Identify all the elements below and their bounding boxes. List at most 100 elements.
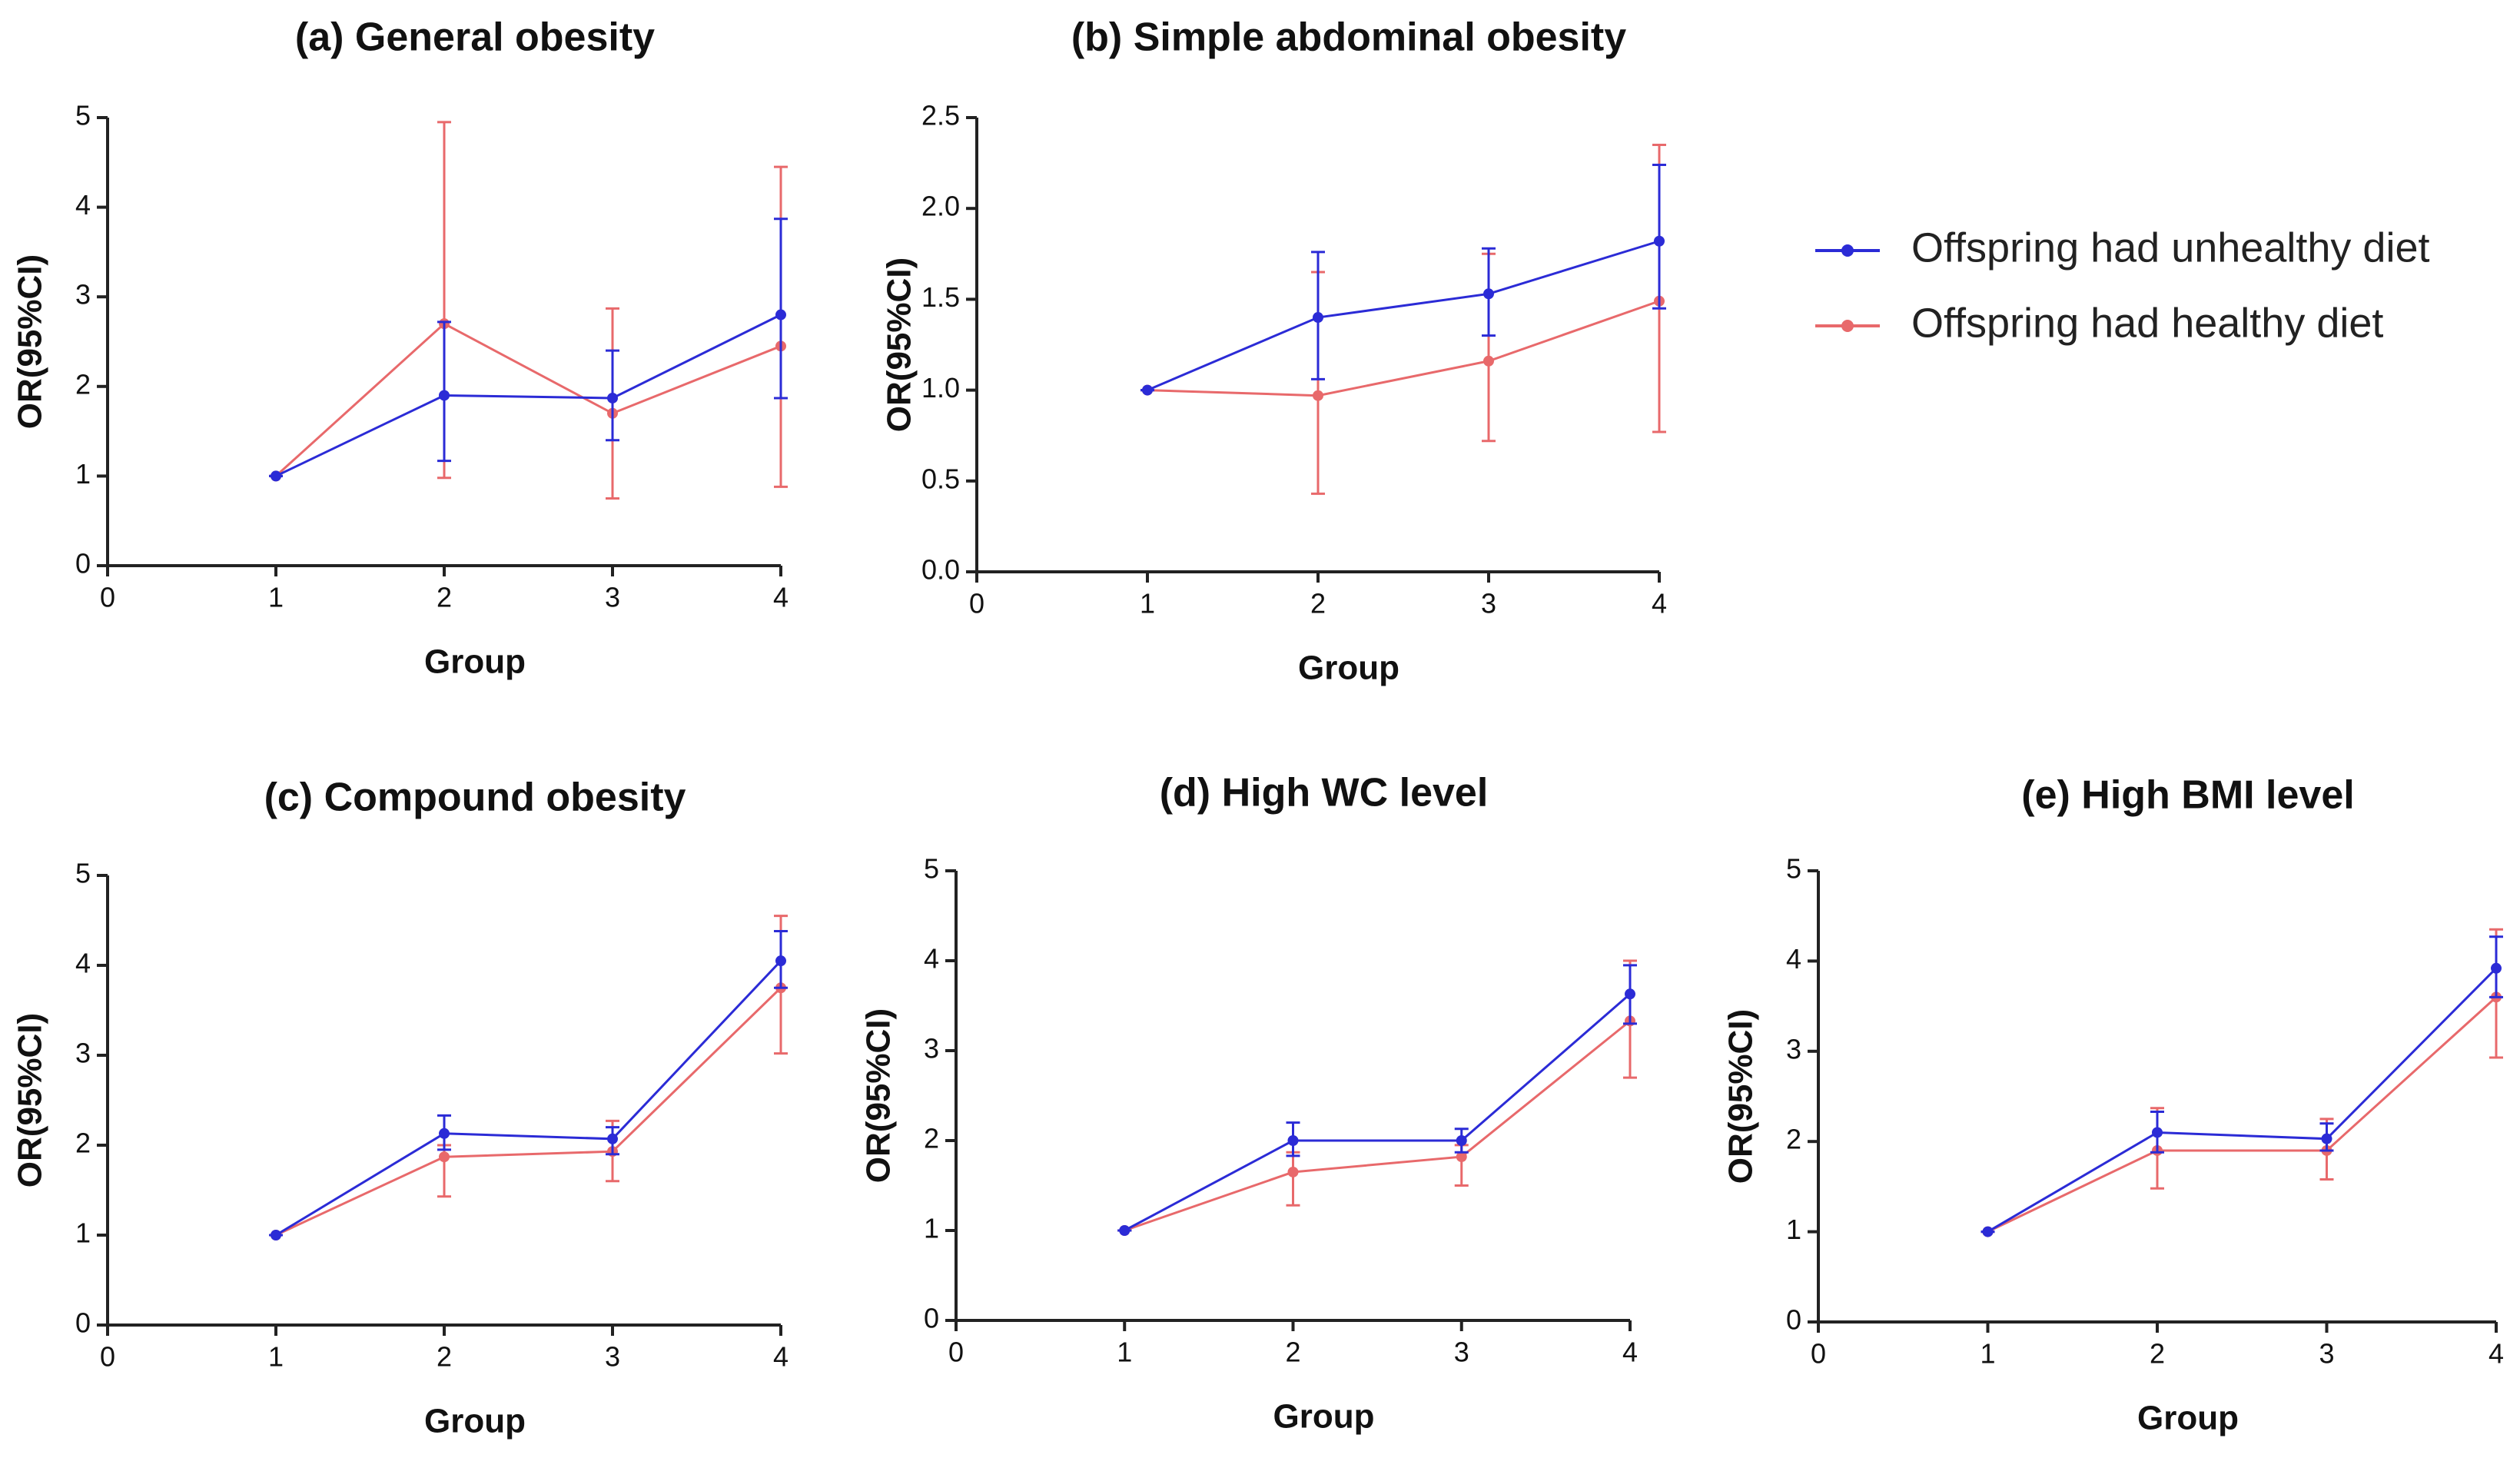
y-tick-label: 3 bbox=[1786, 1033, 1801, 1064]
y-tick-label: 3 bbox=[75, 1038, 91, 1069]
point bbox=[2152, 1127, 2163, 1138]
y-axis-label: OR(95%CI) bbox=[860, 1008, 898, 1183]
x-tick-label: 4 bbox=[1652, 588, 1667, 619]
y-tick-label: 0.0 bbox=[921, 554, 960, 586]
y-tick-label: 5 bbox=[1786, 853, 1801, 885]
y-tick-label: 0.5 bbox=[921, 463, 960, 494]
y-axis-label: OR(95%CI) bbox=[881, 257, 918, 432]
y-tick-label: 0 bbox=[1786, 1304, 1801, 1336]
x-tick-label: 4 bbox=[1622, 1337, 1638, 1368]
x-tick-label: 2 bbox=[437, 1341, 452, 1373]
point bbox=[607, 1133, 618, 1144]
x-axis-label: Group bbox=[1273, 1398, 1375, 1436]
y-tick-label: 5 bbox=[75, 858, 91, 889]
x-tick-label: 3 bbox=[605, 582, 620, 613]
point bbox=[271, 1230, 281, 1240]
x-axis-label: Group bbox=[2137, 1400, 2239, 1437]
x-tick-label: 0 bbox=[948, 1337, 964, 1368]
x-tick-label: 4 bbox=[773, 1341, 789, 1373]
y-tick-label: 2 bbox=[75, 368, 91, 400]
series-line bbox=[275, 960, 782, 1237]
point bbox=[1982, 1226, 1994, 1237]
x-tick-label: 4 bbox=[773, 582, 789, 613]
y-tick-label: 4 bbox=[924, 943, 939, 975]
y-tick-label: 2 bbox=[75, 1128, 91, 1159]
series-line bbox=[275, 987, 782, 1237]
y-tick-label: 0 bbox=[924, 1303, 939, 1334]
point bbox=[1625, 988, 1635, 1000]
x-tick-label: 0 bbox=[100, 1341, 115, 1373]
series-line bbox=[1124, 1020, 1631, 1232]
legend-label: Offspring had unhealthy diet bbox=[1911, 224, 2429, 271]
point bbox=[607, 392, 618, 404]
chart-title: (b) Simple abdominal obesity bbox=[1071, 15, 1626, 60]
x-tick-label: 3 bbox=[2319, 1338, 2334, 1370]
point bbox=[2491, 962, 2502, 974]
x-tick-label: 1 bbox=[1117, 1337, 1132, 1368]
x-tick-label: 3 bbox=[1454, 1337, 1469, 1368]
x-tick-label: 2 bbox=[2150, 1338, 2165, 1370]
point bbox=[1142, 384, 1153, 396]
point bbox=[439, 390, 450, 401]
y-tick-label: 2.0 bbox=[921, 191, 960, 222]
x-axis-label: Group bbox=[424, 1403, 526, 1440]
y-tick-label: 1.0 bbox=[921, 372, 960, 404]
point bbox=[1313, 390, 1323, 401]
y-tick-label: 1 bbox=[75, 1217, 91, 1249]
y-tick-label: 1 bbox=[75, 458, 91, 490]
y-tick-label: 1 bbox=[1786, 1214, 1801, 1245]
y-tick-label: 4 bbox=[75, 948, 91, 979]
point bbox=[1119, 1225, 1131, 1236]
x-tick-label: 0 bbox=[100, 582, 115, 613]
y-tick-label: 1 bbox=[924, 1213, 939, 1244]
legend-label: Offspring had healthy diet bbox=[1911, 300, 2383, 346]
y-tick-label: 2 bbox=[1786, 1124, 1801, 1155]
y-tick-label: 5 bbox=[924, 853, 939, 885]
series-line bbox=[1147, 240, 1660, 391]
point bbox=[1287, 1135, 1299, 1146]
point bbox=[1483, 288, 1494, 300]
y-tick-label: 3 bbox=[924, 1033, 939, 1064]
point bbox=[1654, 235, 1665, 247]
x-tick-label: 0 bbox=[1811, 1338, 1826, 1370]
y-tick-label: 5 bbox=[75, 100, 91, 131]
legend-marker bbox=[1841, 320, 1854, 332]
x-tick-label: 1 bbox=[268, 582, 284, 613]
point bbox=[439, 1128, 450, 1139]
x-tick-label: 2 bbox=[1285, 1337, 1300, 1368]
x-tick-label: 3 bbox=[605, 1341, 620, 1373]
chart-title: (a) General obesity bbox=[295, 15, 655, 60]
series-line bbox=[1987, 996, 2498, 1233]
x-tick-label: 2 bbox=[437, 582, 452, 613]
legend-marker bbox=[1841, 244, 1854, 257]
x-axis-label: Group bbox=[1298, 649, 1399, 687]
y-axis-label: OR(95%CI) bbox=[12, 1013, 49, 1187]
y-axis-label: OR(95%CI) bbox=[1722, 1009, 1760, 1184]
point bbox=[1313, 312, 1323, 324]
x-tick-label: 3 bbox=[1481, 588, 1496, 619]
series-line bbox=[275, 314, 782, 477]
y-tick-label: 0 bbox=[75, 1307, 91, 1339]
point bbox=[775, 955, 786, 967]
y-axis-label: OR(95%CI) bbox=[12, 254, 49, 429]
series-line bbox=[1124, 993, 1631, 1232]
y-tick-label: 1.5 bbox=[921, 281, 960, 313]
chart-title: (c) Compound obesity bbox=[264, 775, 686, 820]
x-tick-label: 2 bbox=[1310, 588, 1326, 619]
y-tick-label: 0 bbox=[75, 548, 91, 580]
point bbox=[1456, 1135, 1467, 1146]
chart-title: (e) High BMI level bbox=[2021, 773, 2354, 818]
series-line bbox=[1147, 300, 1660, 397]
point bbox=[2321, 1133, 2332, 1144]
point bbox=[1287, 1166, 1299, 1177]
x-tick-label: 4 bbox=[2488, 1338, 2504, 1370]
point bbox=[775, 309, 786, 320]
x-tick-label: 0 bbox=[969, 588, 984, 619]
x-tick-label: 1 bbox=[1140, 588, 1155, 619]
point bbox=[1456, 1151, 1467, 1163]
y-tick-label: 4 bbox=[75, 189, 91, 221]
point bbox=[1483, 355, 1494, 367]
x-tick-label: 1 bbox=[1980, 1338, 1995, 1370]
x-tick-label: 1 bbox=[268, 1341, 284, 1373]
